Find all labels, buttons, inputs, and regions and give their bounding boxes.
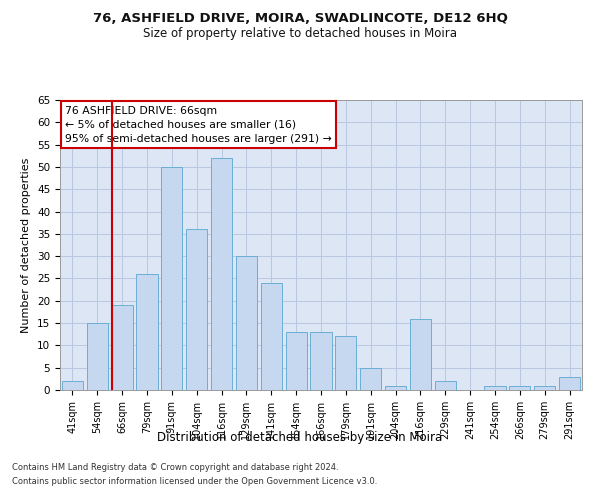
- Bar: [286, 332, 307, 390]
- Text: 76 ASHFIELD DRIVE: 66sqm
← 5% of detached houses are smaller (16)
95% of semi-de: 76 ASHFIELD DRIVE: 66sqm ← 5% of detache…: [65, 106, 332, 144]
- Bar: [534, 386, 555, 390]
- Bar: [186, 230, 207, 390]
- Bar: [261, 283, 282, 390]
- Bar: [484, 386, 506, 390]
- Text: 76, ASHFIELD DRIVE, MOIRA, SWADLINCOTE, DE12 6HQ: 76, ASHFIELD DRIVE, MOIRA, SWADLINCOTE, …: [92, 12, 508, 26]
- Bar: [435, 381, 456, 390]
- Bar: [410, 318, 431, 390]
- Bar: [136, 274, 158, 390]
- Bar: [509, 386, 530, 390]
- Bar: [161, 167, 182, 390]
- Bar: [62, 381, 83, 390]
- Bar: [335, 336, 356, 390]
- Bar: [559, 376, 580, 390]
- Text: Contains public sector information licensed under the Open Government Licence v3: Contains public sector information licen…: [12, 477, 377, 486]
- Bar: [236, 256, 257, 390]
- Bar: [112, 305, 133, 390]
- Bar: [211, 158, 232, 390]
- Bar: [310, 332, 332, 390]
- Text: Size of property relative to detached houses in Moira: Size of property relative to detached ho…: [143, 28, 457, 40]
- Y-axis label: Number of detached properties: Number of detached properties: [22, 158, 31, 332]
- Bar: [360, 368, 381, 390]
- Text: Contains HM Land Registry data © Crown copyright and database right 2024.: Contains HM Land Registry data © Crown c…: [12, 464, 338, 472]
- Bar: [385, 386, 406, 390]
- Bar: [87, 323, 108, 390]
- Text: Distribution of detached houses by size in Moira: Distribution of detached houses by size …: [157, 431, 443, 444]
